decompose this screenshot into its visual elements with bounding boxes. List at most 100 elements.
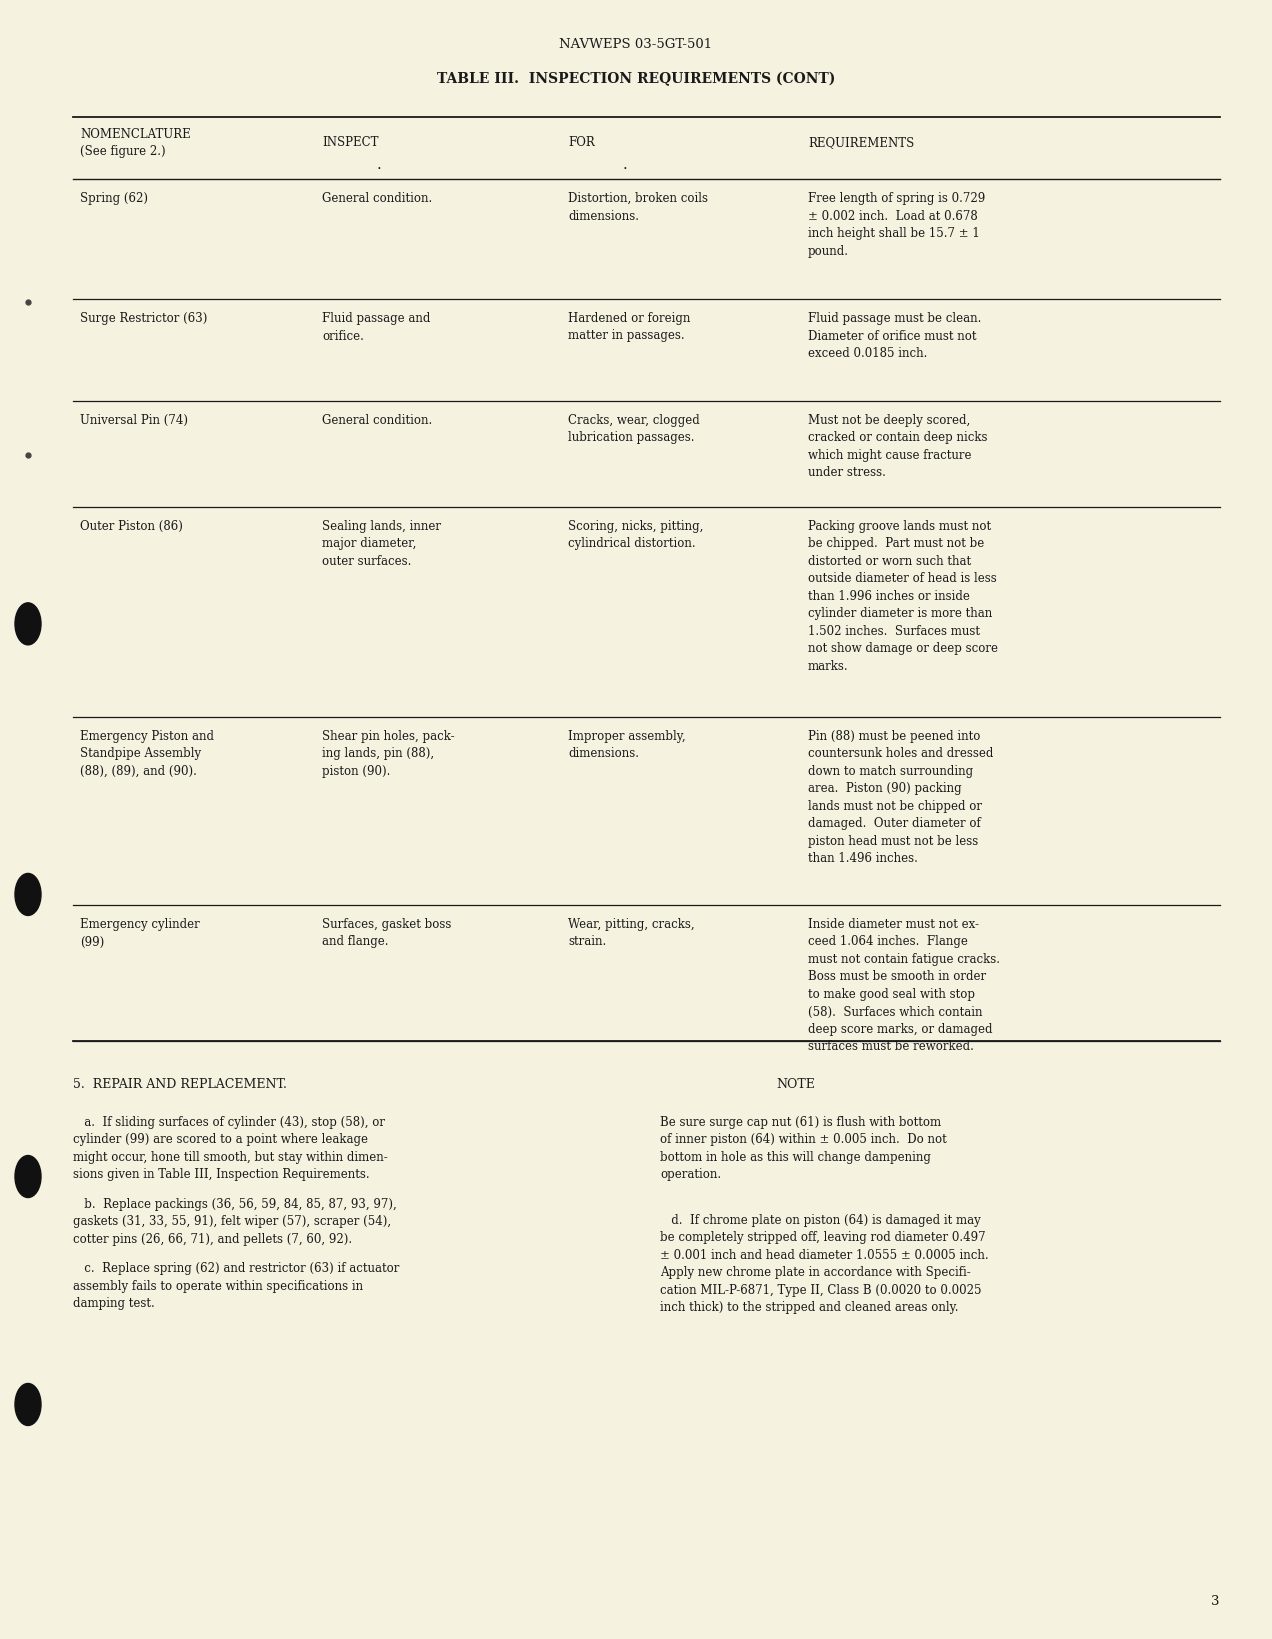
Text: countersunk holes and dressed: countersunk holes and dressed <box>808 747 993 760</box>
Text: inch height shall be 15.7 ± 1: inch height shall be 15.7 ± 1 <box>808 226 979 239</box>
Text: INSPECT: INSPECT <box>322 136 379 149</box>
Text: Diameter of orifice must not: Diameter of orifice must not <box>808 329 977 343</box>
Text: Inside diameter must not ex-: Inside diameter must not ex- <box>808 918 979 931</box>
Text: FOR: FOR <box>569 136 595 149</box>
Text: Spring (62): Spring (62) <box>80 192 148 205</box>
Text: cotter pins (26, 66, 71), and pellets (7, 60, 92).: cotter pins (26, 66, 71), and pellets (7… <box>73 1233 352 1246</box>
Text: deep score marks, or damaged: deep score marks, or damaged <box>808 1023 992 1036</box>
Text: area.  Piston (90) packing: area. Piston (90) packing <box>808 782 962 795</box>
Text: General condition.: General condition. <box>322 192 432 205</box>
Text: Shear pin holes, pack-: Shear pin holes, pack- <box>322 729 454 742</box>
Text: 5.  REPAIR AND REPLACEMENT.: 5. REPAIR AND REPLACEMENT. <box>73 1077 287 1090</box>
Text: Distortion, broken coils: Distortion, broken coils <box>569 192 709 205</box>
Text: NAVWEPS 03-5GT-501: NAVWEPS 03-5GT-501 <box>560 38 712 51</box>
Text: lands must not be chipped or: lands must not be chipped or <box>808 800 982 813</box>
Text: strain.: strain. <box>569 934 607 947</box>
Text: down to match surrounding: down to match surrounding <box>808 764 973 777</box>
Text: be chipped.  Part must not be: be chipped. Part must not be <box>808 538 985 551</box>
Text: a.  If sliding surfaces of cylinder (43), stop (58), or: a. If sliding surfaces of cylinder (43),… <box>73 1115 385 1128</box>
Text: Sealing lands, inner: Sealing lands, inner <box>322 520 441 533</box>
Text: Standpipe Assembly: Standpipe Assembly <box>80 747 201 760</box>
Text: Wear, pitting, cracks,: Wear, pitting, cracks, <box>569 918 695 931</box>
Text: Free length of spring is 0.729: Free length of spring is 0.729 <box>808 192 986 205</box>
Text: than 1.996 inches or inside: than 1.996 inches or inside <box>808 590 969 603</box>
Text: orifice.: orifice. <box>322 329 364 343</box>
Text: bottom in hole as this will change dampening: bottom in hole as this will change dampe… <box>660 1151 931 1164</box>
Text: Outer Piston (86): Outer Piston (86) <box>80 520 183 533</box>
Text: ± 0.001 inch and head diameter 1.0555 ± 0.0005 inch.: ± 0.001 inch and head diameter 1.0555 ± … <box>660 1249 988 1262</box>
Text: Pin (88) must be peened into: Pin (88) must be peened into <box>808 729 981 742</box>
Text: must not contain fatigue cracks.: must not contain fatigue cracks. <box>808 952 1000 965</box>
Text: Be sure surge cap nut (61) is flush with bottom: Be sure surge cap nut (61) is flush with… <box>660 1115 941 1128</box>
Text: Cracks, wear, clogged: Cracks, wear, clogged <box>569 413 700 426</box>
Ellipse shape <box>15 603 41 646</box>
Text: REQUIREMENTS: REQUIREMENTS <box>808 136 915 149</box>
Text: Surfaces, gasket boss: Surfaces, gasket boss <box>322 918 452 931</box>
Text: distorted or worn such that: distorted or worn such that <box>808 554 971 567</box>
Text: surfaces must be reworked.: surfaces must be reworked. <box>808 1039 974 1052</box>
Text: piston head must not be less: piston head must not be less <box>808 834 978 847</box>
Text: marks.: marks. <box>808 659 848 672</box>
Text: of inner piston (64) within ± 0.005 inch.  Do not: of inner piston (64) within ± 0.005 inch… <box>660 1133 946 1146</box>
Text: (88), (89), and (90).: (88), (89), and (90). <box>80 764 197 777</box>
Text: exceed 0.0185 inch.: exceed 0.0185 inch. <box>808 347 927 361</box>
Text: ceed 1.064 inches.  Flange: ceed 1.064 inches. Flange <box>808 934 968 947</box>
Ellipse shape <box>15 874 41 916</box>
Text: which might cause fracture: which might cause fracture <box>808 449 972 462</box>
Text: be completely stripped off, leaving rod diameter 0.497: be completely stripped off, leaving rod … <box>660 1231 986 1244</box>
Text: b.  Replace packings (36, 56, 59, 84, 85, 87, 93, 97),: b. Replace packings (36, 56, 59, 84, 85,… <box>73 1196 397 1210</box>
Text: 3: 3 <box>1211 1595 1220 1606</box>
Text: pound.: pound. <box>808 244 848 257</box>
Text: ing lands, pin (88),: ing lands, pin (88), <box>322 747 434 760</box>
Text: to make good seal with stop: to make good seal with stop <box>808 987 976 1000</box>
Text: (58).  Surfaces which contain: (58). Surfaces which contain <box>808 1005 982 1018</box>
Text: outside diameter of head is less: outside diameter of head is less <box>808 572 997 585</box>
Text: damaged.  Outer diameter of: damaged. Outer diameter of <box>808 816 981 829</box>
Text: General condition.: General condition. <box>322 413 432 426</box>
Text: (See figure 2.): (See figure 2.) <box>80 144 165 157</box>
Text: ·: · <box>623 162 628 175</box>
Ellipse shape <box>15 1155 41 1198</box>
Text: piston (90).: piston (90). <box>322 764 391 777</box>
Text: Surge Restrictor (63): Surge Restrictor (63) <box>80 311 207 325</box>
Text: Improper assembly,: Improper assembly, <box>569 729 686 742</box>
Text: cylinder diameter is more than: cylinder diameter is more than <box>808 606 992 620</box>
Text: gaskets (31, 33, 55, 91), felt wiper (57), scraper (54),: gaskets (31, 33, 55, 91), felt wiper (57… <box>73 1214 391 1228</box>
Text: Fluid passage and: Fluid passage and <box>322 311 430 325</box>
Ellipse shape <box>15 1383 41 1426</box>
Text: cylinder (99) are scored to a point where leakage: cylinder (99) are scored to a point wher… <box>73 1133 368 1146</box>
Text: NOTE: NOTE <box>777 1077 815 1090</box>
Text: lubrication passages.: lubrication passages. <box>569 431 695 444</box>
Text: not show damage or deep score: not show damage or deep score <box>808 642 999 656</box>
Text: (99): (99) <box>80 934 104 947</box>
Text: d.  If chrome plate on piston (64) is damaged it may: d. If chrome plate on piston (64) is dam… <box>660 1213 981 1226</box>
Text: 1.502 inches.  Surfaces must: 1.502 inches. Surfaces must <box>808 624 979 638</box>
Text: ·: · <box>377 162 382 175</box>
Text: dimensions.: dimensions. <box>569 210 639 223</box>
Text: Packing groove lands must not: Packing groove lands must not <box>808 520 991 533</box>
Text: inch thick) to the stripped and cleaned areas only.: inch thick) to the stripped and cleaned … <box>660 1301 959 1314</box>
Text: Emergency cylinder: Emergency cylinder <box>80 918 200 931</box>
Text: sions given in Table III, Inspection Requirements.: sions given in Table III, Inspection Req… <box>73 1167 370 1180</box>
Text: Boss must be smooth in order: Boss must be smooth in order <box>808 970 986 983</box>
Text: NOMENCLATURE: NOMENCLATURE <box>80 128 191 141</box>
Text: c.  Replace spring (62) and restrictor (63) if actuator: c. Replace spring (62) and restrictor (6… <box>73 1262 399 1275</box>
Text: damping test.: damping test. <box>73 1296 155 1310</box>
Text: assembly fails to operate within specifications in: assembly fails to operate within specifi… <box>73 1278 363 1292</box>
Text: Must not be deeply scored,: Must not be deeply scored, <box>808 413 971 426</box>
Text: Hardened or foreign: Hardened or foreign <box>569 311 691 325</box>
Text: Apply new chrome plate in accordance with Specifi-: Apply new chrome plate in accordance wit… <box>660 1265 971 1278</box>
Text: operation.: operation. <box>660 1167 721 1180</box>
Text: cation MIL-P-6871, Type II, Class B (0.0020 to 0.0025: cation MIL-P-6871, Type II, Class B (0.0… <box>660 1283 982 1296</box>
Text: Scoring, nicks, pitting,: Scoring, nicks, pitting, <box>569 520 703 533</box>
Text: matter in passages.: matter in passages. <box>569 329 684 343</box>
Text: ± 0.002 inch.  Load at 0.678: ± 0.002 inch. Load at 0.678 <box>808 210 978 223</box>
Text: major diameter,: major diameter, <box>322 538 416 551</box>
Text: cracked or contain deep nicks: cracked or contain deep nicks <box>808 431 987 444</box>
Text: than 1.496 inches.: than 1.496 inches. <box>808 852 918 865</box>
Text: might occur, hone till smooth, but stay within dimen-: might occur, hone till smooth, but stay … <box>73 1151 388 1164</box>
Text: under stress.: under stress. <box>808 465 885 479</box>
Text: TABLE III.  INSPECTION REQUIREMENTS (CONT): TABLE III. INSPECTION REQUIREMENTS (CONT… <box>436 72 836 87</box>
Text: Universal Pin (74): Universal Pin (74) <box>80 413 188 426</box>
Text: Fluid passage must be clean.: Fluid passage must be clean. <box>808 311 982 325</box>
